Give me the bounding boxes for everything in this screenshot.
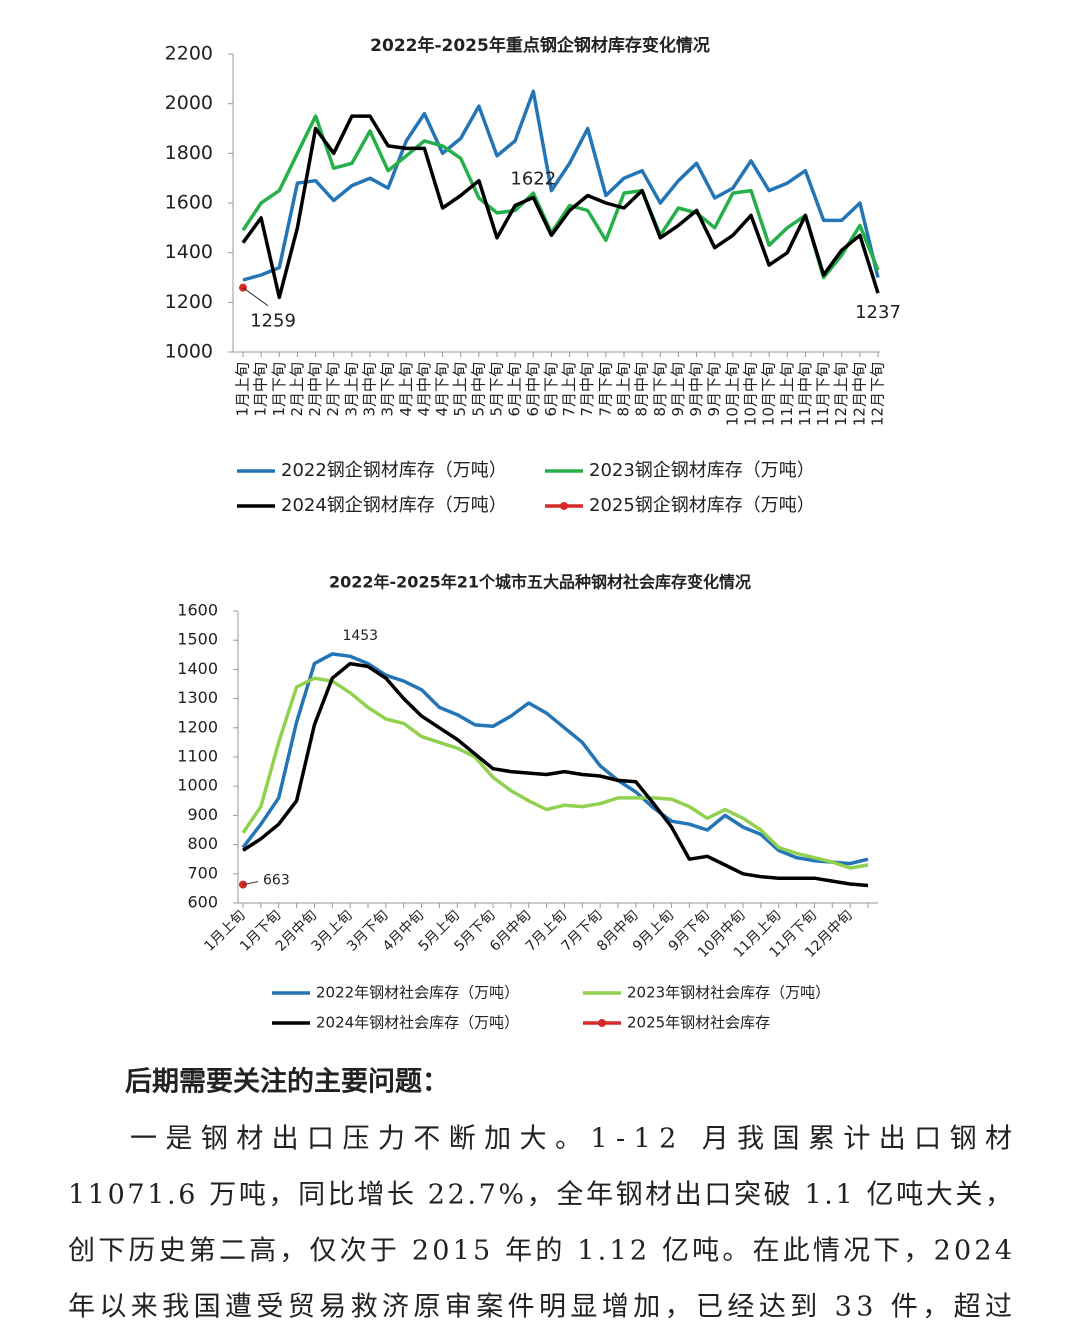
leader-line (242, 881, 259, 886)
x-tick-label: 7月下旬 (596, 362, 614, 417)
y-tick-label: 600 (187, 893, 218, 912)
x-tick-label: 5月中旬 (469, 362, 487, 417)
legend-marker (560, 502, 568, 510)
x-tick-label: 4月下旬 (433, 362, 451, 417)
x-tick-label: 7月上旬 (560, 362, 578, 417)
legend-marker (598, 1019, 606, 1027)
legend-label: 2025年钢材社会库存 (627, 1014, 770, 1032)
x-tick-label: 1月下旬 (270, 362, 288, 417)
y-tick-label: 1200 (177, 717, 218, 736)
legend-label: 2022钢企钢材库存（万吨） (281, 460, 507, 481)
y-tick-label: 1100 (177, 747, 218, 766)
legend-label: 2024年钢材社会库存（万吨） (316, 1014, 519, 1032)
y-tick-label: 1300 (177, 688, 218, 707)
x-tick-label: 6月上旬 (506, 362, 524, 417)
series-line (241, 652, 869, 866)
legend-label: 2025钢企钢材库存（万吨） (589, 495, 815, 516)
paragraph-line: 创下历史第二高，仅次于 2015 年的 1.12 亿吨。在此情况下，2024 (68, 1236, 1012, 1267)
series-line (241, 114, 880, 280)
x-tick-label: 10月中旬 (742, 362, 760, 426)
y-tick-label: 1400 (177, 659, 218, 678)
y-tick-label: 1400 (165, 241, 213, 263)
legend-label: 2023年钢材社会库存（万吨） (627, 984, 830, 1002)
x-tick-label: 10月下旬 (760, 362, 778, 426)
data-label: 663 (263, 873, 290, 889)
x-tick-label: 8月下旬 (651, 362, 669, 417)
x-tick-label: 8月上旬 (615, 362, 633, 417)
chart-title: 2022年-2025年重点钢企钢材库存变化情况 (370, 35, 710, 56)
x-tick-label: 11月上旬 (778, 362, 796, 426)
y-tick-label: 1600 (165, 192, 213, 214)
series-line (241, 676, 869, 870)
x-tick-label: 8月中旬 (633, 362, 651, 417)
x-tick-label: 1月中旬 (252, 362, 270, 417)
x-tick-label: 3月中旬 (361, 362, 379, 417)
x-tick-label: 4月中旬 (415, 362, 433, 417)
x-tick-label: 5月上旬 (451, 362, 469, 417)
x-tick-label: 2月上旬 (288, 362, 306, 417)
x-tick-label: 9月上旬 (669, 362, 687, 417)
x-tick-label: 4月上旬 (397, 362, 415, 417)
y-tick-label: 1000 (165, 341, 213, 363)
x-tick-label: 10月上旬 (723, 362, 741, 426)
data-label: 1259 (250, 311, 296, 332)
y-tick-label: 2000 (165, 92, 213, 114)
legend-label: 2022年钢材社会库存（万吨） (316, 984, 519, 1002)
x-tick-label: 12月上旬 (832, 362, 850, 426)
x-tick-label: 9月下旬 (705, 362, 723, 417)
y-tick-label: 700 (187, 863, 218, 882)
x-tick-label: 6月下旬 (542, 362, 560, 417)
x-tick-label: 7月中旬 (578, 362, 596, 417)
x-tick-label: 3月下旬 (379, 362, 397, 417)
y-tick-label: 800 (187, 834, 218, 853)
x-tick-label: 12月中旬 (850, 362, 868, 426)
legend-label: 2023钢企钢材库存（万吨） (589, 460, 815, 481)
x-tick-label: 1月上旬 (234, 362, 252, 417)
x-tick-label: 11月下旬 (814, 362, 832, 426)
x-tick-label: 5月下旬 (488, 362, 506, 417)
legend-label: 2024钢企钢材库存（万吨） (281, 495, 507, 516)
series-line (242, 89, 880, 282)
leader-line (242, 287, 269, 307)
x-tick-label: 3月上旬 (342, 362, 360, 417)
data-label: 1622 (510, 169, 556, 190)
heading: 后期需要关注的主要问题： (125, 1066, 449, 1098)
data-label: 1453 (342, 628, 378, 644)
series-line (242, 661, 869, 888)
y-tick-label: 1600 (177, 601, 218, 620)
series-line (241, 114, 880, 300)
y-tick-label: 1500 (177, 630, 218, 649)
y-tick-label: 1800 (165, 142, 213, 164)
y-tick-label: 1200 (165, 291, 213, 313)
x-tick-label: 2月下旬 (324, 362, 342, 417)
chart-title: 2022年-2025年21个城市五大品种钢材社会库存变化情况 (329, 573, 751, 592)
paragraph-line: 年以来我国遭受贸易救济原审案件明显增加，已经达到 33 件，超过 (68, 1292, 1012, 1323)
y-tick-label: 2200 (165, 43, 213, 65)
x-tick-label: 12月下旬 (869, 362, 887, 426)
x-tick-label: 11月中旬 (796, 362, 814, 426)
y-tick-label: 900 (187, 805, 218, 824)
data-label: 1237 (855, 302, 901, 323)
y-tick-label: 1000 (177, 776, 218, 795)
x-tick-label: 6月中旬 (524, 362, 542, 417)
x-tick-label: 9月中旬 (687, 362, 705, 417)
paragraph-line: 11071.6 万吨，同比增长 22.7%，全年钢材出口突破 1.1 亿吨大关， (68, 1180, 1012, 1211)
paragraph-line: 一是钢材出口压力不断加大。1-12 月我国累计出口钢材 (130, 1124, 1012, 1155)
x-tick-label: 2月中旬 (306, 362, 324, 417)
